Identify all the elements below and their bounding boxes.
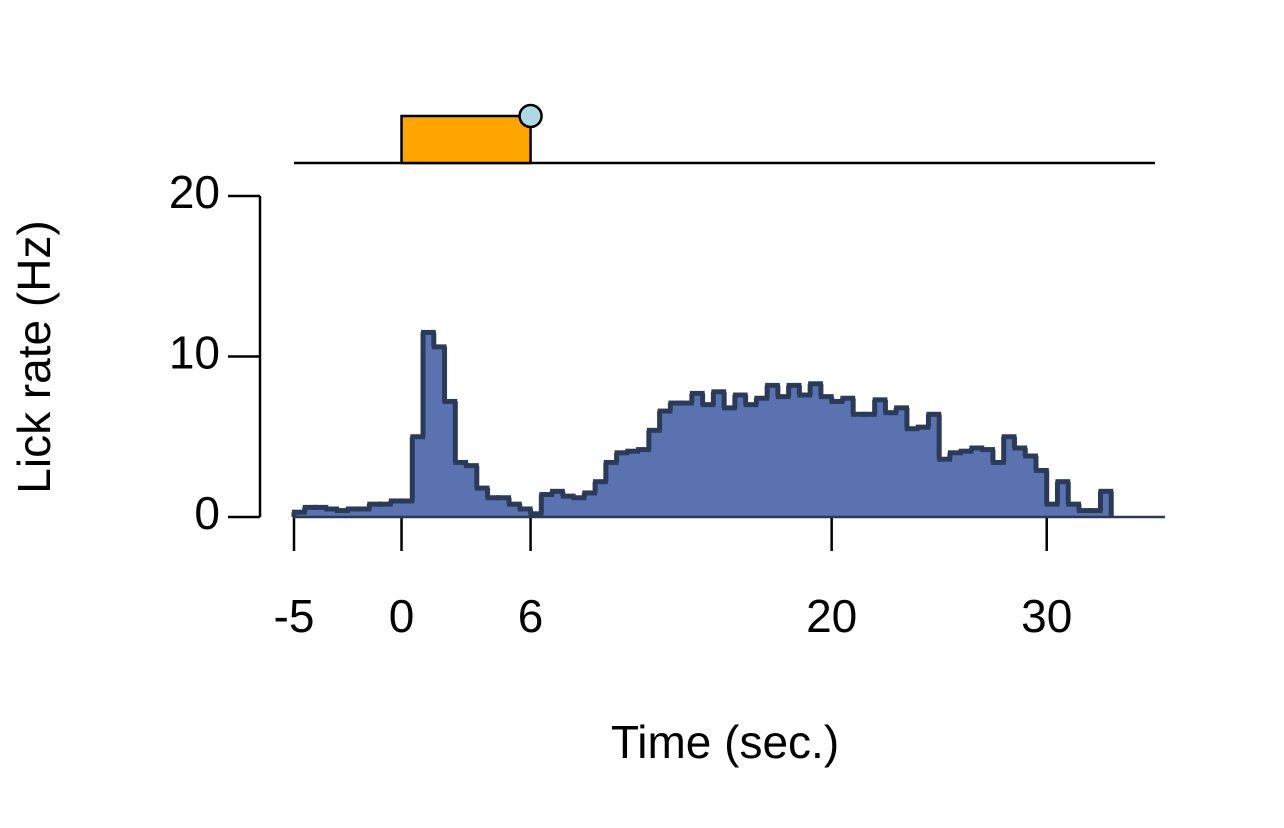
bar	[304, 507, 317, 517]
bar	[1078, 510, 1091, 517]
bar	[691, 393, 704, 517]
bar	[917, 427, 929, 517]
bar	[444, 401, 456, 517]
bar	[713, 391, 725, 517]
bar	[799, 395, 811, 517]
bar	[584, 492, 596, 517]
bar	[638, 449, 650, 517]
bar	[863, 414, 876, 517]
bar	[670, 403, 682, 517]
stimulus-bar	[400, 114, 532, 165]
bar	[992, 462, 1005, 517]
bar	[1057, 481, 1069, 517]
bar	[423, 332, 435, 517]
bar	[885, 412, 897, 517]
bar	[1035, 470, 1048, 517]
bar	[519, 508, 532, 517]
bar	[369, 504, 381, 517]
bar	[960, 451, 972, 517]
x-tick-label: 20	[806, 590, 857, 642]
x-tick-label: 6	[518, 590, 544, 642]
bar	[928, 414, 940, 517]
bar	[337, 510, 349, 517]
bar	[659, 411, 671, 517]
bar	[810, 383, 822, 517]
bar	[788, 385, 800, 517]
bar	[971, 447, 983, 517]
bar	[433, 346, 446, 517]
bar	[326, 508, 338, 517]
bar	[777, 396, 790, 517]
bar	[702, 404, 714, 517]
bar	[562, 496, 575, 517]
bar	[1014, 447, 1026, 517]
y-tick-label: 0	[194, 487, 220, 539]
y-axis-label: Lick rate (Hz)	[8, 220, 60, 493]
bar	[745, 404, 757, 517]
bar	[896, 407, 908, 517]
bar	[939, 459, 951, 517]
bar	[616, 452, 628, 517]
bar	[874, 399, 886, 517]
x-axis-label: Time (sec.)	[611, 716, 839, 768]
bar	[734, 395, 747, 517]
bar	[476, 488, 489, 517]
bar	[390, 500, 403, 517]
bar	[1100, 491, 1112, 517]
y-tick-label: 20	[169, 166, 220, 218]
x-tick-label: 30	[1021, 590, 1072, 642]
reward-marker	[518, 103, 543, 129]
y-tick-label: 10	[169, 327, 220, 379]
bar	[380, 504, 392, 517]
bar	[347, 508, 360, 517]
bar	[498, 497, 510, 517]
bar	[595, 481, 607, 517]
bar	[541, 494, 553, 517]
bar	[401, 500, 413, 517]
bar	[831, 401, 843, 517]
bar	[1046, 504, 1058, 517]
bar	[1003, 436, 1015, 517]
bar	[756, 398, 768, 517]
bar	[767, 385, 779, 517]
bar	[466, 465, 478, 517]
bar	[552, 491, 564, 517]
bar	[412, 436, 424, 517]
bar	[842, 398, 854, 517]
bar	[853, 414, 865, 517]
bar	[487, 497, 499, 517]
bar	[455, 462, 467, 517]
bar	[982, 449, 994, 517]
bar	[573, 497, 585, 517]
bar	[820, 396, 833, 517]
bar	[648, 430, 661, 517]
bar	[906, 428, 919, 517]
bar	[605, 462, 618, 517]
bar	[949, 452, 962, 517]
bar	[1089, 510, 1101, 517]
bar	[358, 508, 370, 517]
bar	[1025, 456, 1037, 517]
x-tick-label: -5	[274, 590, 315, 642]
x-tick-label: 0	[389, 590, 415, 642]
bar	[315, 507, 327, 517]
bar	[627, 451, 639, 517]
bar	[681, 403, 693, 517]
bar	[509, 504, 521, 517]
bar	[1068, 504, 1080, 517]
bar	[724, 407, 736, 517]
